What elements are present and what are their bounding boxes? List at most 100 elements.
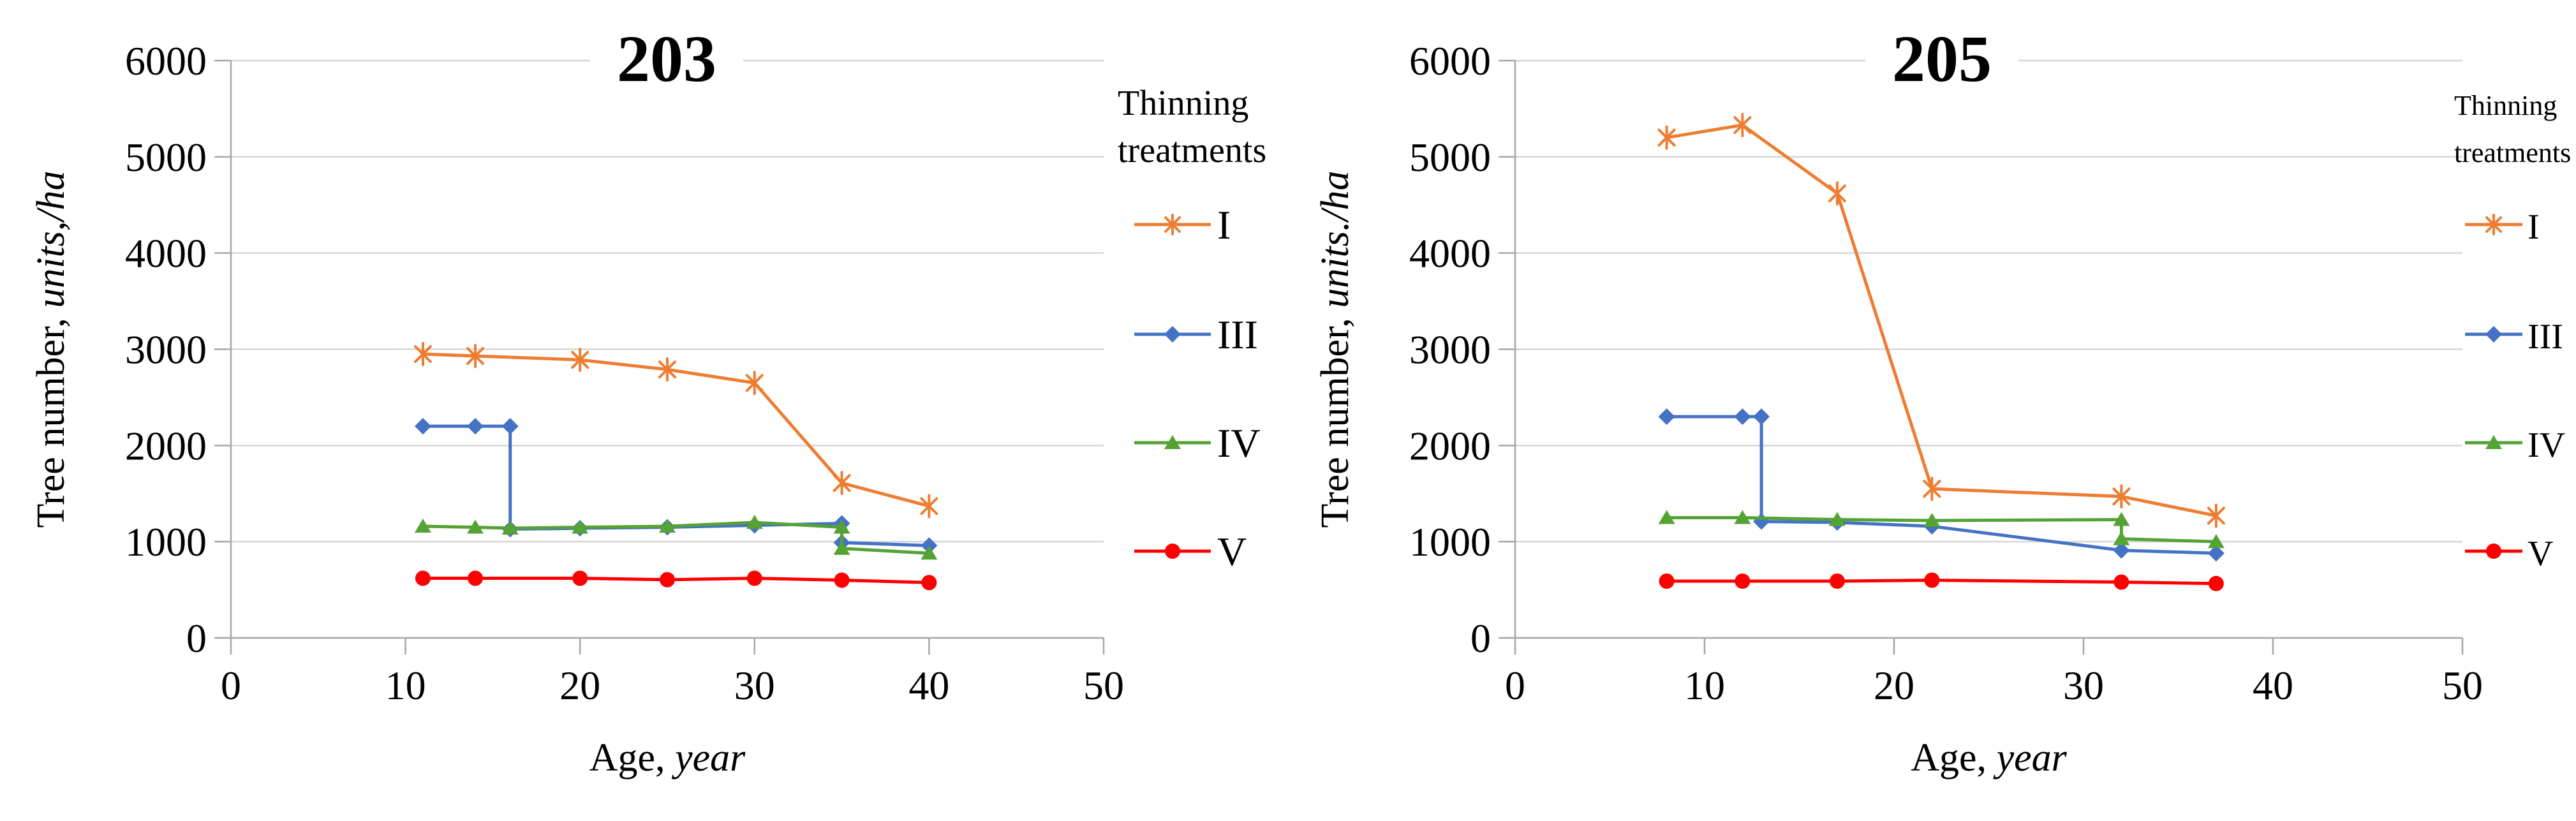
y-tick-label: 2000: [125, 423, 207, 468]
series-III-line: [1665, 415, 2218, 555]
x-tick-label: 20: [1874, 663, 1914, 708]
x-axis-title-italic: year: [1993, 736, 2068, 780]
legend-title-line2: treatments: [2454, 137, 2571, 168]
triangle-marker: [1658, 510, 1675, 524]
asterisk-marker: [1828, 181, 1846, 206]
circle-marker: [921, 575, 937, 591]
diamond-marker: [467, 418, 484, 435]
legend-title-line2: treatments: [1118, 131, 1266, 170]
asterisk-marker: [1164, 214, 1181, 235]
triangle-marker: [1923, 512, 1941, 527]
legend-item-label: III: [1217, 312, 1258, 357]
y-tick-label: 0: [1470, 616, 1491, 661]
triangle-marker: [1828, 512, 1846, 526]
circle-marker: [1829, 573, 1845, 589]
y-axis-title-italic: units./ha: [1314, 170, 1357, 307]
circle-marker: [1659, 573, 1675, 589]
diamond-marker: [2113, 542, 2130, 559]
y-axis-title-italic: units,/ha: [29, 170, 73, 307]
circle-marker: [572, 570, 588, 586]
legend-title-line1: Thinning: [1118, 84, 1248, 123]
circle-marker: [2208, 575, 2224, 591]
x-axis-title: Age, year: [589, 736, 746, 780]
triangle-marker: [2113, 531, 2130, 545]
circle-marker: [746, 570, 762, 586]
asterisk-marker: [920, 494, 938, 519]
x-tick-label: 0: [221, 663, 241, 708]
x-axis-title-regular: Age,: [1911, 736, 1996, 780]
line-chart-203: 0 1000 2000 3000 4000 5000 6000 0 10 20 30 40 50 203 A…: [29, 22, 1266, 780]
x-axis-title-italic: year: [671, 736, 746, 780]
chart-panel-left: 0 1000 2000 3000 4000 5000 6000 0 10 20 30 40 50 203 A…: [29, 22, 1266, 780]
series-I-line: [1665, 123, 2218, 517]
title-background: [590, 24, 743, 89]
asterisk-marker: [2207, 503, 2225, 528]
series-V-line: [1665, 579, 2218, 586]
x-axis-title-regular: Age,: [589, 736, 675, 780]
circle-marker: [2113, 574, 2129, 590]
y-tick-label: 0: [186, 616, 207, 661]
triangle-marker: [833, 519, 850, 534]
y-axis-title: Tree number, units,/ha: [29, 170, 73, 528]
legend-item-label: IV: [1217, 420, 1261, 466]
asterisk-marker: [658, 357, 676, 382]
asterisk-marker: [1733, 113, 1752, 138]
y-axis-title: Tree number, units./ha: [1314, 170, 1357, 528]
title-background: [1865, 24, 2018, 89]
triangle-marker: [2113, 512, 2130, 526]
asterisk-marker: [413, 342, 432, 367]
asterisk-marker: [2485, 214, 2502, 235]
diamond-marker: [501, 418, 519, 435]
series-IV-line: [421, 521, 931, 555]
y-tick-label: 4000: [125, 231, 207, 276]
diamond-marker: [2207, 545, 2224, 562]
circle-marker: [834, 572, 850, 588]
legend-item-label: V: [2528, 534, 2553, 573]
x-tick-label: 50: [1083, 663, 1124, 708]
triangle-marker: [572, 519, 589, 534]
y-tick-label: 2000: [1409, 423, 1491, 468]
triangle-marker: [921, 545, 938, 560]
chart-panel-right: 0 1000 2000 3000 4000 5000 6000 0 10 20 30 40 50 205 A…: [1288, 0, 2576, 821]
x-tick-label: 40: [2253, 663, 2293, 708]
triangle-marker: [501, 521, 519, 535]
legend-item-label: III: [2528, 317, 2563, 357]
chart-title: 205: [1892, 22, 1992, 96]
x-tick-label: 0: [1505, 663, 1525, 708]
asterisk-marker: [1923, 477, 1941, 501]
legend-item-label: V: [1217, 529, 1247, 574]
triangle-marker: [2207, 534, 2224, 549]
diamond-marker: [1753, 513, 1770, 530]
diamond-marker: [1753, 408, 1770, 425]
legend-item-label: I: [1217, 202, 1231, 248]
triangle-marker: [746, 515, 763, 529]
circle-marker: [660, 572, 675, 588]
circle-marker: [1735, 573, 1751, 589]
diamond-marker: [1658, 408, 1675, 425]
x-tick-label: 10: [385, 663, 426, 708]
y-tick-label: 6000: [1409, 38, 1491, 84]
x-tick-label: 40: [908, 663, 949, 708]
circle-marker: [415, 570, 431, 586]
diamond-marker: [2485, 326, 2502, 343]
asterisk-marker: [1657, 125, 1676, 150]
x-axis-title: Age, year: [1911, 736, 2067, 780]
asterisk-marker: [2112, 484, 2131, 509]
asterisk-marker: [833, 471, 851, 496]
x-tick-label: 30: [734, 663, 775, 708]
triangle-marker: [1734, 510, 1751, 524]
y-tick-label: 1000: [1409, 519, 1491, 565]
chart-title: 203: [617, 22, 716, 96]
triangle-marker: [1164, 435, 1181, 449]
triangle-marker: [2485, 435, 2502, 449]
line-chart-205: 0 1000 2000 3000 4000 5000 6000 0 10 20 30 40 50 205 A…: [1314, 22, 2571, 780]
triangle-marker: [833, 540, 850, 555]
y-axis-title-regular: Tree number,: [29, 308, 73, 528]
asterisk-marker: [571, 348, 589, 373]
y-tick-label: 4000: [1409, 231, 1491, 276]
y-tick-label: 1000: [125, 519, 207, 565]
y-tick-label: 3000: [125, 327, 207, 373]
legend-title-line1: Thinning: [2454, 90, 2557, 121]
y-tick-label: 6000: [125, 38, 207, 84]
